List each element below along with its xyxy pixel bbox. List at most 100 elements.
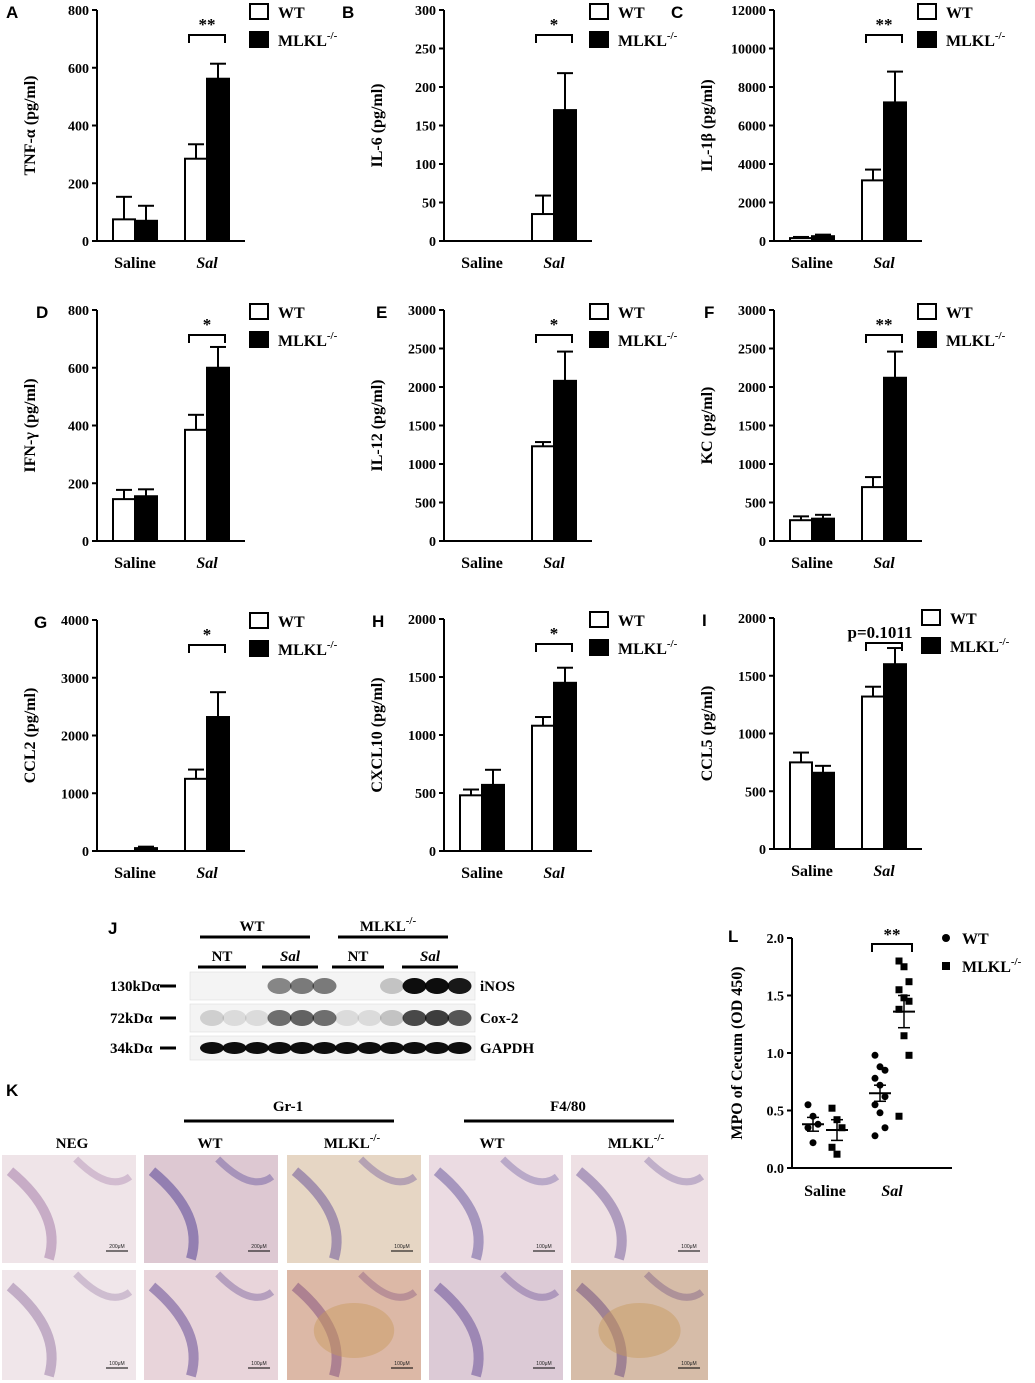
legend-marker-mlkl — [942, 962, 950, 970]
y-tick-label: 1000 — [61, 787, 89, 802]
legend-label-mlkl: MLKL-/- — [962, 956, 1022, 976]
micrograph — [287, 1155, 421, 1263]
y-axis-label: CXCL10 (pg/ml) — [369, 677, 386, 792]
legend-label-mlkl: MLKL-/- — [946, 330, 1006, 350]
legend-label-wt: WT — [950, 611, 977, 628]
scale-label: 200μM — [251, 1244, 266, 1250]
y-tick-label: 2.0 — [767, 932, 785, 947]
significance-annotation: ** — [199, 15, 216, 34]
data-point-wt — [876, 1109, 884, 1117]
category-label: Sal — [543, 865, 565, 882]
legend-swatch-mlkl — [917, 331, 937, 348]
bar-mlkl-sal — [883, 663, 907, 851]
legend-label-mlkl: MLKL-/- — [946, 30, 1006, 50]
significance-bracket — [871, 943, 913, 952]
scale-label: 100μM — [681, 1244, 696, 1250]
data-point-mlkl — [838, 1124, 846, 1132]
data-point-wt — [881, 1066, 889, 1074]
y-tick-label: 1500 — [408, 671, 436, 686]
panel-e: E 0 500 1000 1500 2000 2500 3000 IL-12 (pg/ml) Sa… — [369, 303, 678, 572]
lane-label: NT — [212, 949, 233, 965]
bar-mlkl-sal — [883, 376, 907, 543]
category-label: Saline — [461, 865, 503, 882]
y-tick-label: 0 — [82, 845, 89, 860]
y-axis-label: TNF-α (pg/ml) — [22, 75, 39, 175]
column-label: NEG — [56, 1136, 89, 1152]
data-point-mlkl — [833, 1150, 841, 1158]
significance-annotation: * — [550, 315, 559, 334]
data-point-mlkl — [828, 1104, 836, 1112]
legend-swatch-wt — [249, 612, 269, 629]
y-tick-label: 3000 — [61, 672, 89, 687]
blot-band — [245, 1010, 269, 1026]
scale-label: 100μM — [109, 1361, 124, 1367]
bar-wt-saline — [112, 218, 136, 242]
legend-label-mlkl: MLKL-/- — [278, 330, 338, 350]
blot-band — [222, 1042, 247, 1054]
significance-annotation: * — [203, 315, 212, 334]
blot-band — [447, 1010, 472, 1026]
legend-label-mlkl-superscript: -/- — [1011, 956, 1022, 968]
blot-band — [267, 1042, 292, 1054]
significance-bracket — [865, 34, 903, 43]
group-label-mlkl: MLKL-/- — [360, 915, 417, 935]
blot-band — [290, 1042, 314, 1054]
category-label: Sal — [881, 1183, 903, 1200]
bar-wt-sal — [861, 486, 885, 543]
group-label: Gr-1 — [273, 1099, 303, 1115]
tissue-stain — [148, 1167, 199, 1261]
legend-label-mlkl-superscript: -/- — [667, 330, 678, 342]
significance-bracket — [535, 334, 573, 343]
data-point-wt — [881, 1093, 889, 1101]
panel-f: F 0 500 1000 1500 2000 2500 3000 KC (pg/ml) Salin… — [699, 303, 1006, 572]
y-tick-label: 4000 — [738, 158, 766, 173]
data-point-wt — [881, 1124, 889, 1132]
y-tick-label: 500 — [415, 787, 436, 802]
legend-label-wt: WT — [278, 305, 305, 322]
y-tick-label: 1.0 — [767, 1047, 785, 1062]
y-tick-label: 2000 — [408, 613, 436, 628]
y-tick-label: 0 — [82, 535, 89, 550]
legend-label-wt: WT — [962, 931, 989, 948]
significance-bracket — [535, 34, 573, 43]
category-label: Sal — [873, 255, 895, 272]
y-tick-label: 3000 — [408, 304, 436, 319]
y-tick-label: 2000 — [408, 381, 436, 396]
y-tick-label: 100 — [415, 158, 436, 173]
y-tick-label: 4000 — [61, 614, 89, 629]
significance-annotation: * — [203, 625, 212, 644]
significance-bracket — [865, 642, 903, 651]
tissue-stain — [643, 1271, 705, 1301]
data-point-mlkl — [895, 1005, 903, 1013]
y-tick-label: 3000 — [738, 304, 766, 319]
marker-label: 72kDα — [110, 1011, 153, 1027]
significance-bracket — [188, 644, 226, 653]
bar-mlkl-sal — [883, 101, 907, 243]
legend-label-mlkl-superscript: -/- — [327, 30, 338, 42]
panel-letter: B — [342, 3, 354, 22]
brown-stain — [598, 1303, 681, 1358]
panel-letter: G — [34, 613, 47, 632]
marker-label: 130kDα — [110, 979, 161, 995]
scale-label: 100μM — [681, 1361, 696, 1367]
y-axis-label: IL-12 (pg/ml) — [369, 380, 386, 472]
category-label: Sal — [196, 555, 218, 572]
tissue-stain — [643, 1156, 705, 1186]
category-label: Saline — [791, 255, 833, 272]
y-tick-label: 0 — [82, 235, 89, 250]
blot-band — [312, 1042, 337, 1054]
data-point-mlkl — [900, 1032, 908, 1040]
y-axis-label: MPO of Cecum (OD 450) — [729, 966, 746, 1139]
lane-label: NT — [348, 949, 369, 965]
significance-bracket — [188, 334, 226, 343]
panel-letter: C — [671, 3, 683, 22]
blot-band — [425, 978, 449, 994]
bar-mlkl-saline — [481, 783, 505, 853]
micrograph — [144, 1155, 278, 1263]
legend-label-mlkl: MLKL-/- — [618, 30, 678, 50]
panel-k-histology: K Gr-1 F4/80 NEG WT MLKL-/- WT MLKL-/- 200μM 200μ… — [2, 1081, 708, 1380]
category-label: Sal — [196, 255, 218, 272]
legend-label-mlkl-superscript: -/- — [995, 30, 1006, 42]
scale-label: 100μM — [536, 1361, 551, 1367]
bar-mlkl-saline — [811, 235, 835, 242]
